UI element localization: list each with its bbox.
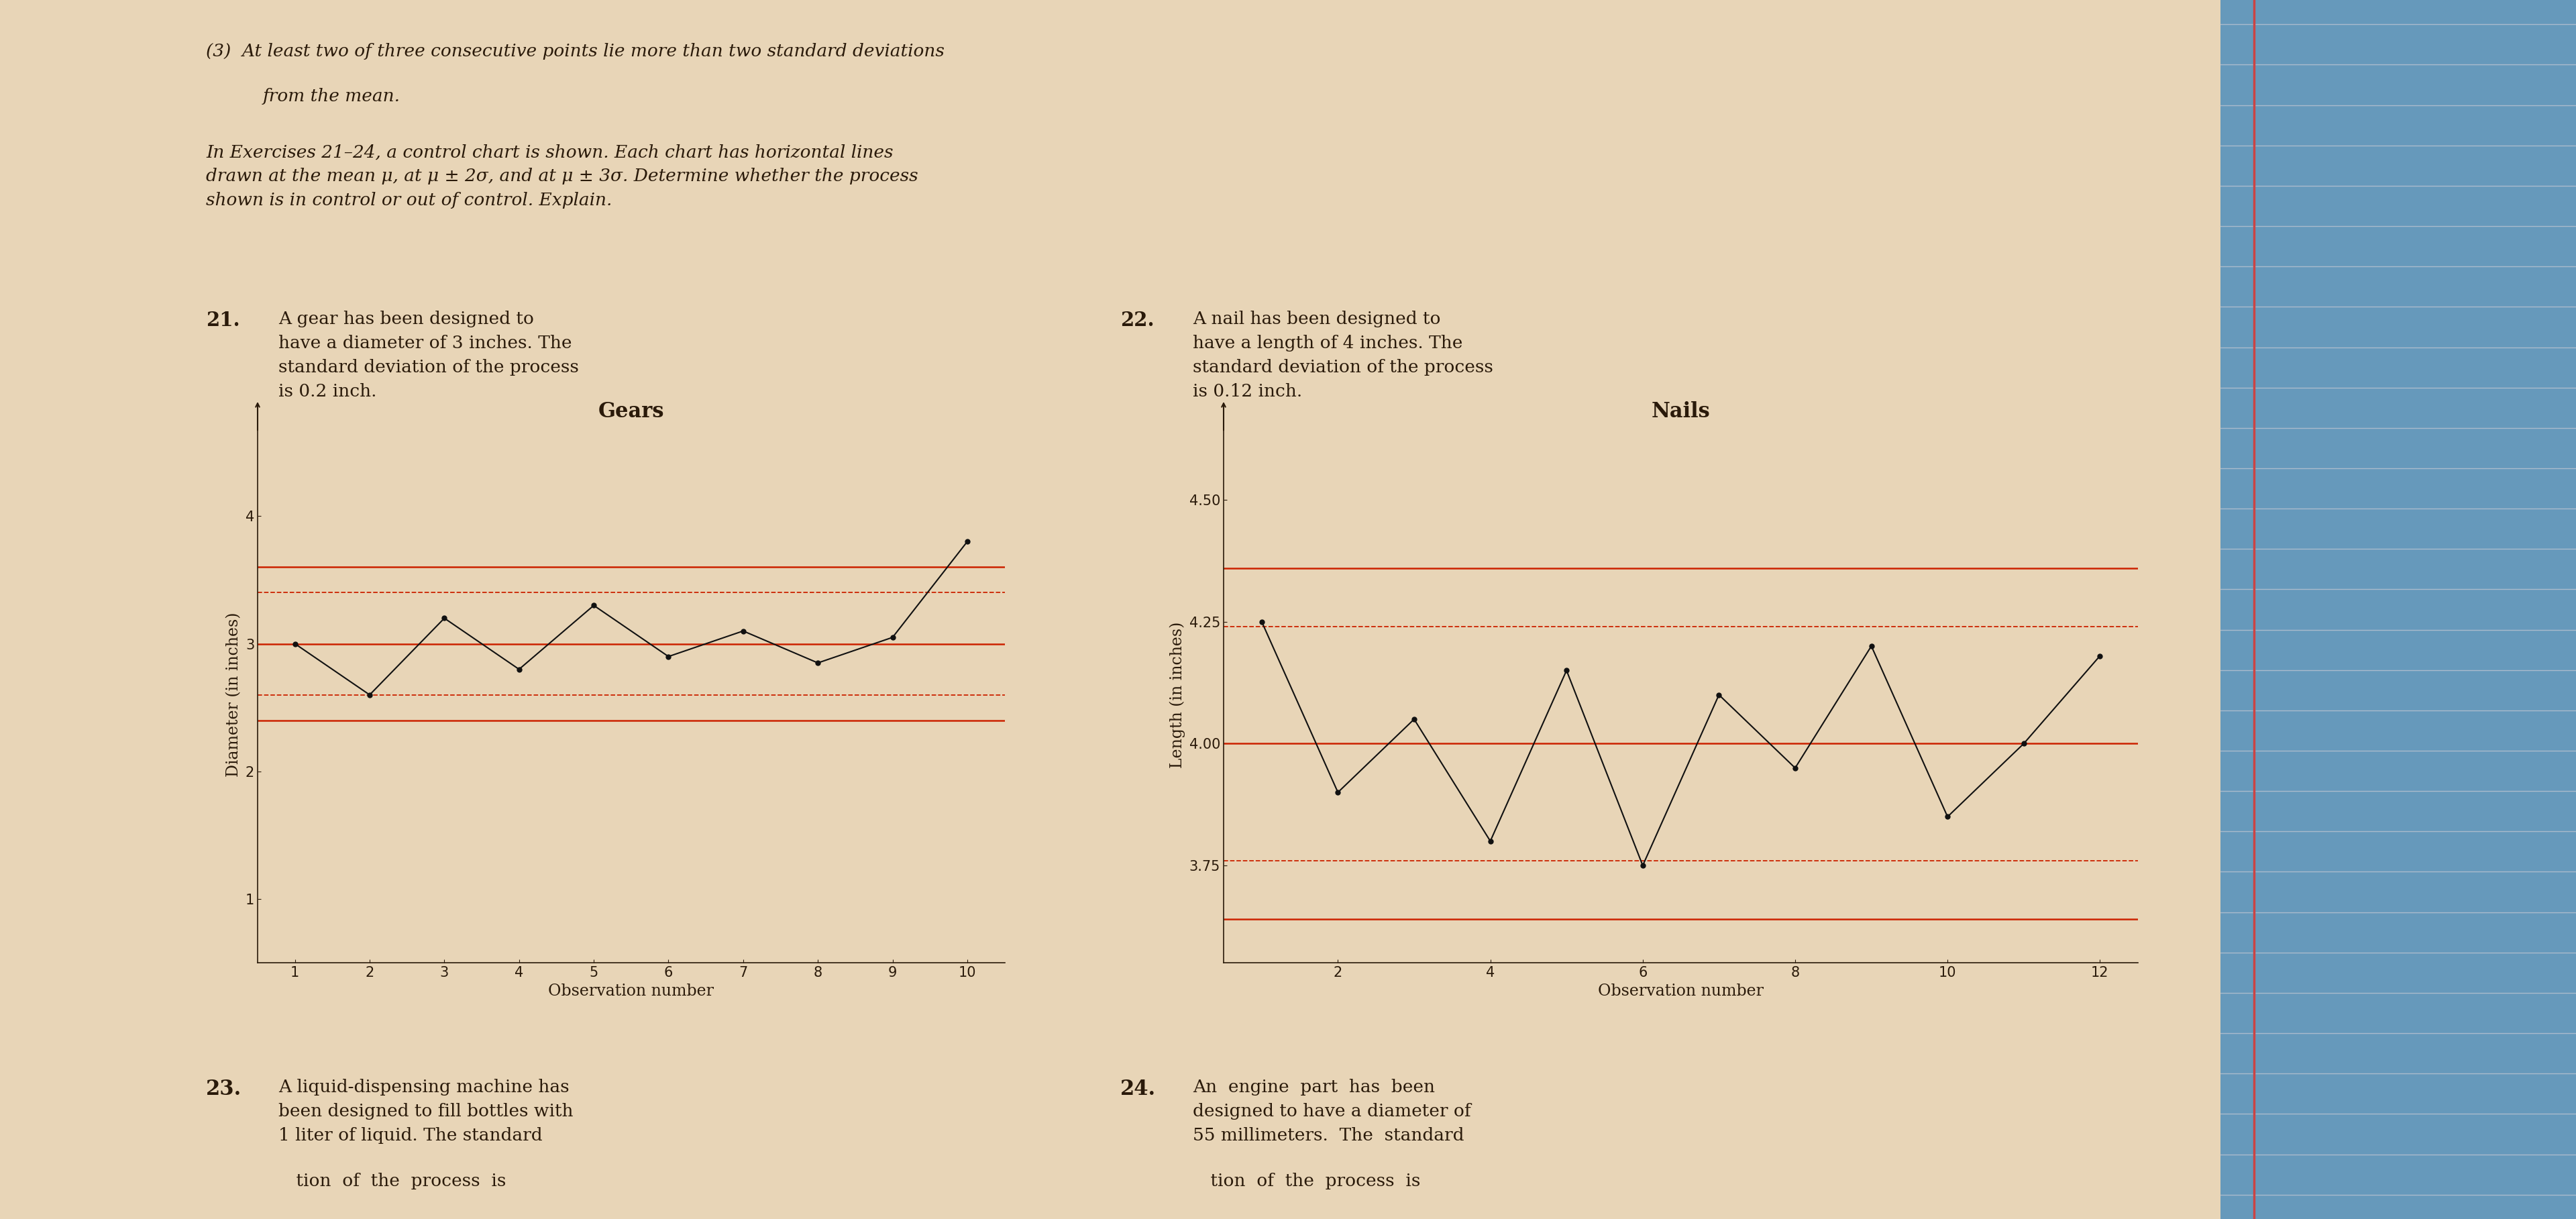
- Text: from the mean.: from the mean.: [263, 88, 399, 105]
- Text: tion  of  the  process  is: tion of the process is: [1193, 1173, 1419, 1190]
- Y-axis label: Diameter (in inches): Diameter (in inches): [227, 612, 242, 778]
- Y-axis label: Length (in inches): Length (in inches): [1170, 622, 1185, 768]
- Text: An  engine  part  has  been
designed to have a diameter of
55 millimeters.  The : An engine part has been designed to have…: [1193, 1079, 1471, 1143]
- X-axis label: Observation number: Observation number: [549, 984, 714, 998]
- Text: A liquid-dispensing machine has
been designed to fill bottles with
1 liter of li: A liquid-dispensing machine has been des…: [278, 1079, 572, 1143]
- Text: 22.: 22.: [1121, 311, 1154, 330]
- Text: 21.: 21.: [206, 311, 240, 330]
- Text: 23.: 23.: [206, 1079, 242, 1100]
- Text: A gear has been designed to
have a diameter of 3 inches. The
standard deviation : A gear has been designed to have a diame…: [278, 311, 580, 400]
- Title: Gears: Gears: [598, 401, 665, 422]
- Text: In Exercises 21–24, a control chart is shown. Each chart has horizontal lines
dr: In Exercises 21–24, a control chart is s…: [206, 144, 917, 208]
- Text: tion  of  the  process  is: tion of the process is: [278, 1173, 505, 1190]
- Text: 24.: 24.: [1121, 1079, 1157, 1100]
- Text: (3)  At least two of three consecutive points lie more than two standard deviati: (3) At least two of three consecutive po…: [206, 43, 945, 60]
- Title: Nails: Nails: [1651, 401, 1710, 422]
- Text: A nail has been designed to
have a length of 4 inches. The
standard deviation of: A nail has been designed to have a lengt…: [1193, 311, 1494, 400]
- X-axis label: Observation number: Observation number: [1597, 984, 1765, 998]
